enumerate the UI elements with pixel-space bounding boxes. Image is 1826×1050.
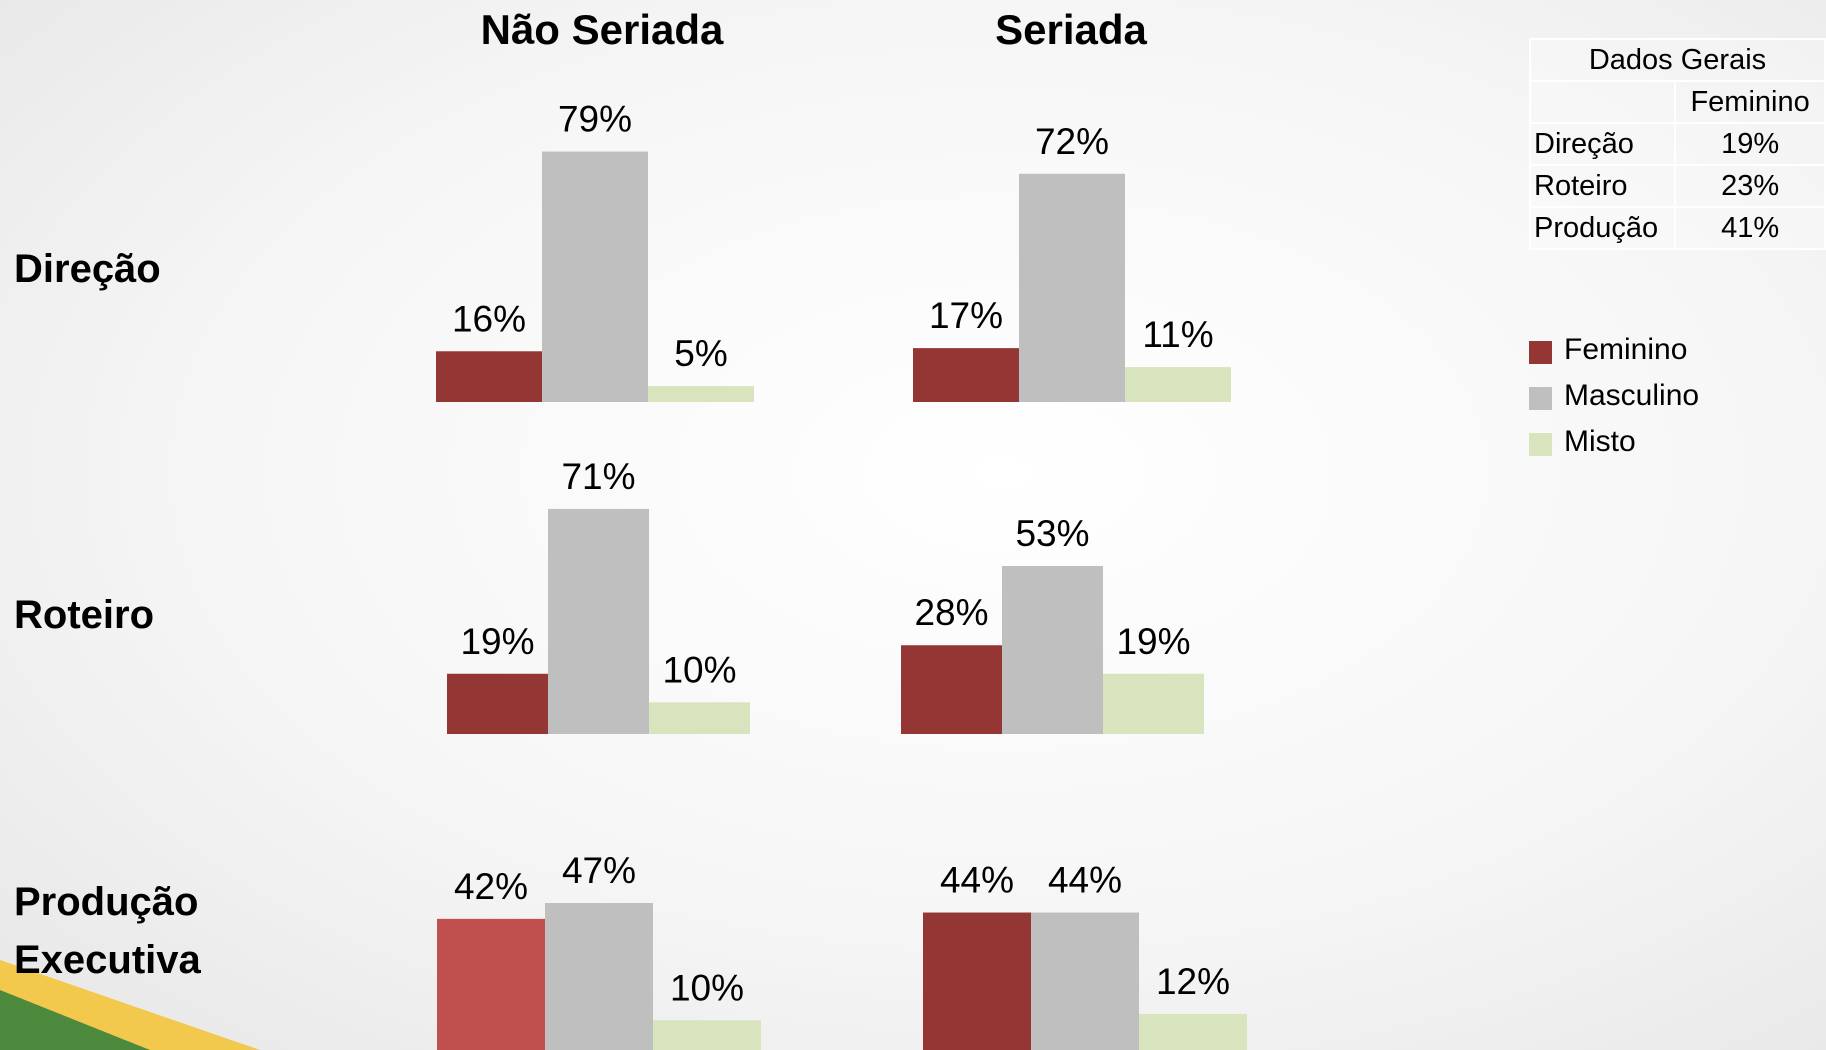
row-label: Direção bbox=[14, 247, 161, 291]
decor-green bbox=[0, 990, 150, 1050]
bar bbox=[437, 918, 545, 1050]
value-label: 28% bbox=[914, 592, 988, 633]
bar bbox=[1139, 1013, 1247, 1050]
value-label: 19% bbox=[1116, 621, 1190, 662]
legend-label: Masculino bbox=[1564, 379, 1699, 412]
table-header: Feminino bbox=[1674, 80, 1826, 124]
bar bbox=[1002, 565, 1103, 734]
table-cell: Produção bbox=[1528, 206, 1677, 250]
bar bbox=[1103, 673, 1204, 734]
table-cell: Roteiro bbox=[1528, 164, 1677, 208]
bar bbox=[649, 702, 750, 734]
column-title: Não Seriada bbox=[481, 6, 724, 53]
value-label: 16% bbox=[452, 298, 526, 339]
legend-label: Feminino bbox=[1564, 333, 1687, 366]
value-label: 47% bbox=[562, 850, 636, 891]
value-label: 71% bbox=[561, 456, 635, 497]
bar bbox=[923, 912, 1031, 1050]
row-label: Produção Executiva bbox=[14, 880, 201, 982]
column-title: Seriada bbox=[995, 6, 1147, 53]
bar bbox=[436, 351, 542, 402]
value-label: 72% bbox=[1035, 121, 1109, 162]
legend-swatch bbox=[1529, 433, 1552, 456]
value-label: 17% bbox=[929, 295, 1003, 336]
legend-label: Misto bbox=[1564, 425, 1636, 458]
table-cell: 23% bbox=[1674, 164, 1826, 208]
bar bbox=[653, 1020, 761, 1050]
value-label: 5% bbox=[674, 333, 727, 374]
value-label: 12% bbox=[1156, 961, 1230, 1002]
value-label: 10% bbox=[670, 967, 744, 1008]
value-label: 19% bbox=[460, 621, 534, 662]
value-label: 44% bbox=[940, 860, 1014, 901]
bar bbox=[542, 151, 648, 402]
bar bbox=[901, 645, 1002, 734]
bar bbox=[1019, 173, 1125, 402]
legend-swatch bbox=[1529, 341, 1552, 364]
legend-swatch bbox=[1529, 387, 1552, 410]
table-cell: 19% bbox=[1674, 122, 1826, 166]
table-title: Dados Gerais bbox=[1529, 38, 1826, 82]
row-label: Roteiro bbox=[14, 593, 154, 637]
bar bbox=[913, 348, 1019, 402]
table-cell: Direção bbox=[1528, 122, 1677, 166]
value-label: 11% bbox=[1142, 314, 1213, 355]
value-label: 10% bbox=[662, 649, 736, 690]
bar bbox=[1031, 912, 1139, 1050]
value-label: 53% bbox=[1015, 513, 1089, 554]
bar bbox=[548, 508, 649, 734]
bar bbox=[447, 673, 548, 734]
bar bbox=[545, 903, 653, 1050]
table-cell: 41% bbox=[1674, 206, 1826, 250]
summary-table: Dados Gerais Feminino Direção 19% Roteiro… bbox=[1528, 38, 1826, 250]
value-label: 79% bbox=[558, 99, 632, 140]
value-label: 44% bbox=[1048, 860, 1122, 901]
value-label: 42% bbox=[454, 866, 528, 907]
bar bbox=[1125, 367, 1231, 402]
bar bbox=[648, 386, 754, 402]
